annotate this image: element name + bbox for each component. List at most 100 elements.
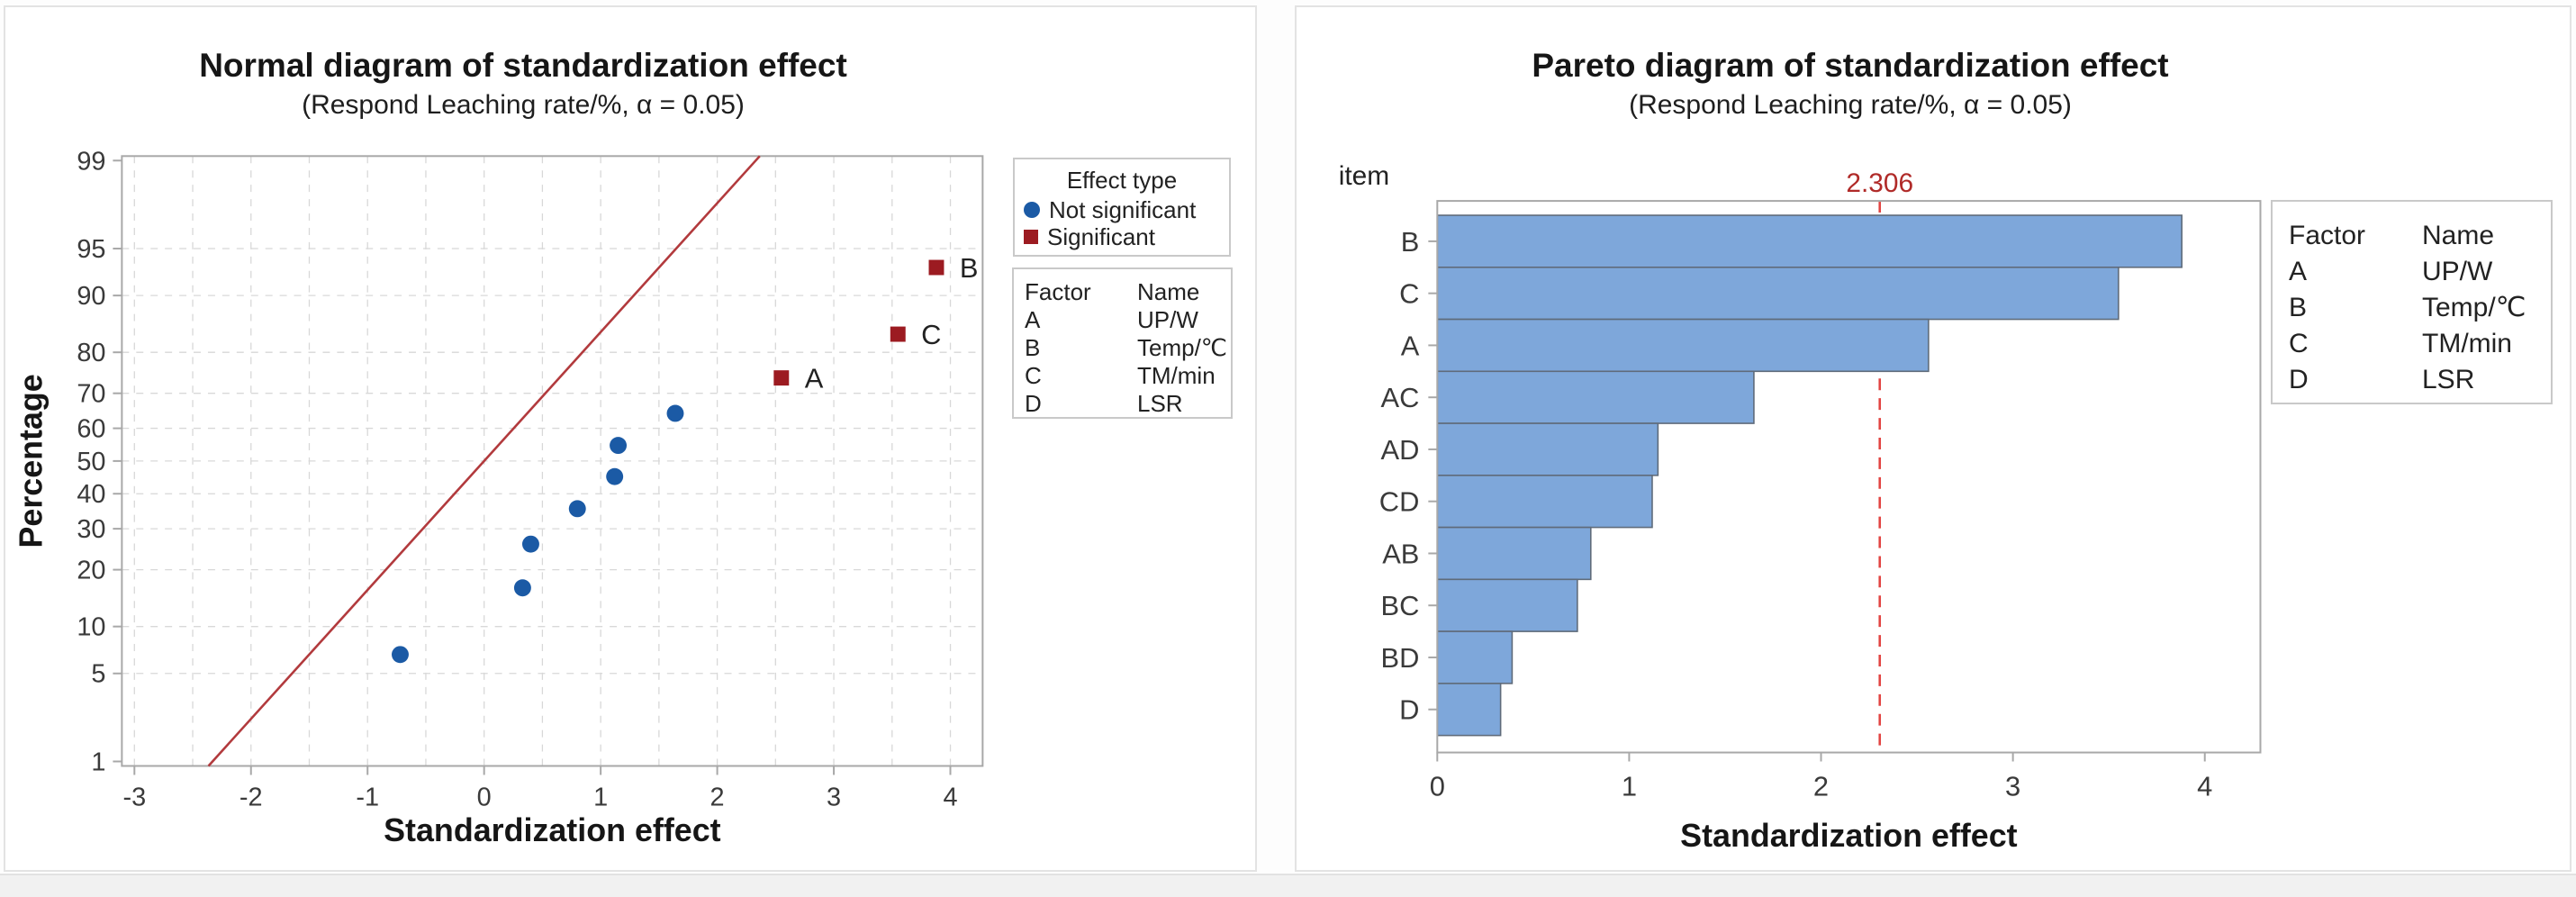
svg-text:AB: AB [1382,538,1419,569]
x-axis-title: Standardization effect [384,812,720,848]
factor-row: B Temp/℃ [2289,290,2551,326]
svg-text:-3: -3 [122,783,146,811]
svg-text:95: 95 [77,235,105,264]
svg-text:AC: AC [1381,382,1420,413]
svg-text:2: 2 [710,783,725,811]
factor-legend: Factor Name A UP/W B Temp/℃ C TM/min D L… [2271,200,2553,404]
factor-name: TM/min [2422,329,2512,358]
svg-text:-2: -2 [240,783,263,811]
factor-code: C [2289,329,2309,358]
factor-name: LSR [1137,390,1183,417]
bar-AD [1436,422,1659,476]
svg-text:A: A [1401,330,1420,361]
factor-code: C [1025,362,1042,389]
svg-text:2: 2 [1813,770,1829,802]
svg-text:60: 60 [77,415,105,444]
not-significant-circle-icon [1024,202,1040,218]
svg-text:CD: CD [1379,486,1420,518]
legend-item-significant: Significant [1015,223,1229,250]
factor-row: B Temp/℃ [1025,334,1231,362]
factor-row: A UP/W [1025,306,1231,334]
significant-square-icon [1024,230,1038,244]
tick-labels: 0 1 2 3 4 [1430,770,2213,802]
legend-item-not-significant: Not significant [1015,196,1229,223]
pareto-chart-title: Pareto diagram of standardization effect [1532,47,2169,84]
svg-text:1: 1 [91,748,105,776]
svg-text:50: 50 [77,448,105,476]
factor-row: D LSR [2289,362,2551,398]
normal-chart-title: Normal diagram of standardization effect [199,47,847,84]
bars [1436,214,2183,737]
svg-text:AD: AD [1381,434,1420,466]
data-point [522,535,539,553]
factor-name: Temp/℃ [1137,334,1228,361]
svg-text:BD: BD [1381,642,1420,674]
factor-code: A [1025,306,1041,333]
svg-text:1: 1 [593,783,608,811]
point-label: C [921,319,941,350]
series-significant: A C B [773,252,978,394]
svg-text:B: B [1401,226,1420,258]
svg-text:D: D [1399,694,1419,726]
axis-ticks [1428,240,2206,762]
svg-text:20: 20 [77,557,105,585]
point-label: A [805,363,824,394]
svg-text:90: 90 [77,282,105,311]
bar-B [1436,214,2183,268]
data-point [392,646,409,664]
factor-row: C TM/min [2289,326,2551,362]
data-point [606,467,624,485]
svg-text:10: 10 [77,613,105,642]
svg-text:0: 0 [477,783,492,811]
svg-text:BC: BC [1381,590,1420,621]
factor-row: A UP/W [2289,254,2551,290]
bar-AB [1436,526,1592,581]
effect-type-legend-title: Effect type [1066,167,1178,194]
factor-row: C TM/min [1025,362,1231,390]
significant-label: Significant [1047,222,1155,250]
factor-header: Factor [1025,278,1091,305]
bottom-strip [0,874,2576,897]
svg-text:5: 5 [91,660,105,689]
effect-type-legend: Effect type Not significant Significant [1013,158,1231,257]
bar-AC [1436,370,1755,424]
factor-name: UP/W [2422,257,2493,286]
y-axis-title: Percentage [14,374,50,548]
gridlines [122,156,983,766]
fitted-line [207,155,761,767]
bar-CD [1436,475,1653,529]
y-axis-title: item [1339,161,1389,191]
name-header: Name [1137,278,1200,305]
data-point [928,259,945,276]
svg-text:3: 3 [2005,770,2020,802]
normal-plot-panel: Normal diagram of standardization effect… [4,5,1257,872]
name-header: Name [2422,221,2495,250]
factor-name: UP/W [1137,306,1198,333]
normal-probability-plot: -3 -2 -1 0 1 2 3 4 1 5 10 20 30 40 50 60 70 80 90 95 99 A C B St… [14,147,984,848]
x-axis-title: Standardization effect [1680,818,2017,854]
svg-text:1: 1 [1622,770,1637,802]
svg-text:30: 30 [77,515,105,544]
svg-text:-1: -1 [356,783,379,811]
svg-text:C: C [1399,278,1419,310]
data-point [666,404,684,422]
factor-legend-header: Factor Name [1025,278,1231,306]
svg-text:80: 80 [77,339,105,367]
data-point [773,370,790,386]
axis-ticks [113,159,952,775]
factor-code: A [2289,257,2308,286]
data-point [890,326,906,342]
svg-text:40: 40 [77,480,105,509]
pareto-chart-subtitle: (Respond Leaching rate/%, α = 0.05) [1629,90,2072,120]
bar-A [1436,318,1930,373]
point-label: B [960,252,979,284]
not-significant-label: Not significant [1049,195,1197,223]
factor-code: B [2289,293,2308,322]
factor-header: Factor [2289,221,2366,250]
data-point [568,500,586,518]
bar-D [1436,683,1502,737]
plot-border [1436,200,2262,754]
data-point [513,579,531,597]
